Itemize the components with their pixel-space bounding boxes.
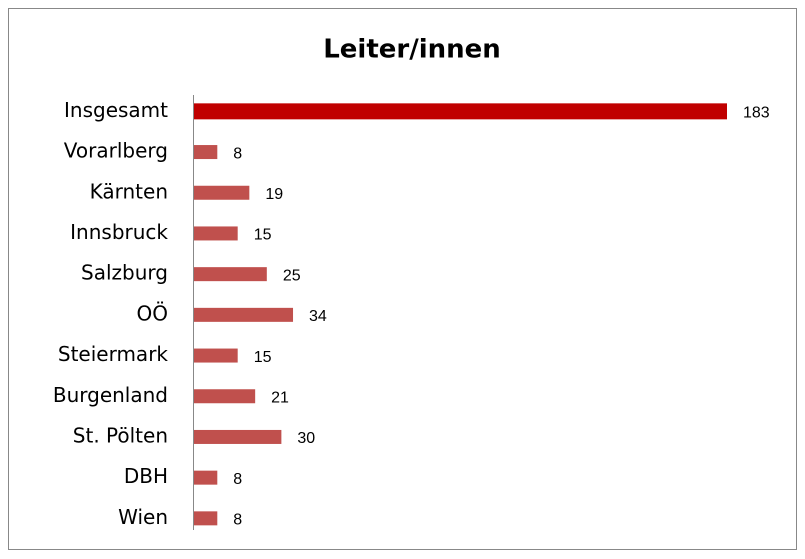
value-label: 8 [233, 145, 242, 162]
value-label: 15 [254, 349, 272, 366]
bar [194, 429, 282, 444]
category-label: Kärnten [90, 179, 168, 203]
category-label: Steiermark [58, 342, 169, 366]
value-label: 183 [743, 105, 770, 122]
category-label: Burgenland [53, 383, 168, 407]
bar [194, 145, 218, 160]
bar [194, 511, 218, 526]
value-label: 21 [271, 389, 289, 406]
bar [194, 389, 256, 404]
category-label: Innsbruck [70, 220, 168, 244]
bar [194, 226, 238, 241]
value-label: 25 [283, 267, 301, 284]
value-label: 8 [233, 471, 242, 488]
bar [194, 267, 267, 282]
value-label: 19 [265, 186, 283, 203]
category-label: Wien [118, 505, 168, 529]
category-label: Salzburg [81, 261, 168, 285]
category-label: OÖ [137, 301, 168, 325]
bar [194, 103, 727, 120]
category-label: DBH [124, 464, 168, 488]
value-label: 30 [297, 430, 315, 447]
bar [194, 185, 250, 200]
value-label: 34 [309, 308, 327, 325]
value-label: 8 [233, 512, 242, 529]
bar [194, 307, 294, 322]
chart-title: Leiter/innen [323, 35, 501, 65]
value-label: 15 [254, 227, 272, 244]
bar [194, 470, 218, 485]
chart-frame [8, 8, 797, 550]
category-label: Insgesamt [64, 98, 168, 122]
category-label: Vorarlberg [64, 139, 168, 163]
category-label: St. Pölten [73, 423, 168, 447]
bar [194, 348, 238, 363]
